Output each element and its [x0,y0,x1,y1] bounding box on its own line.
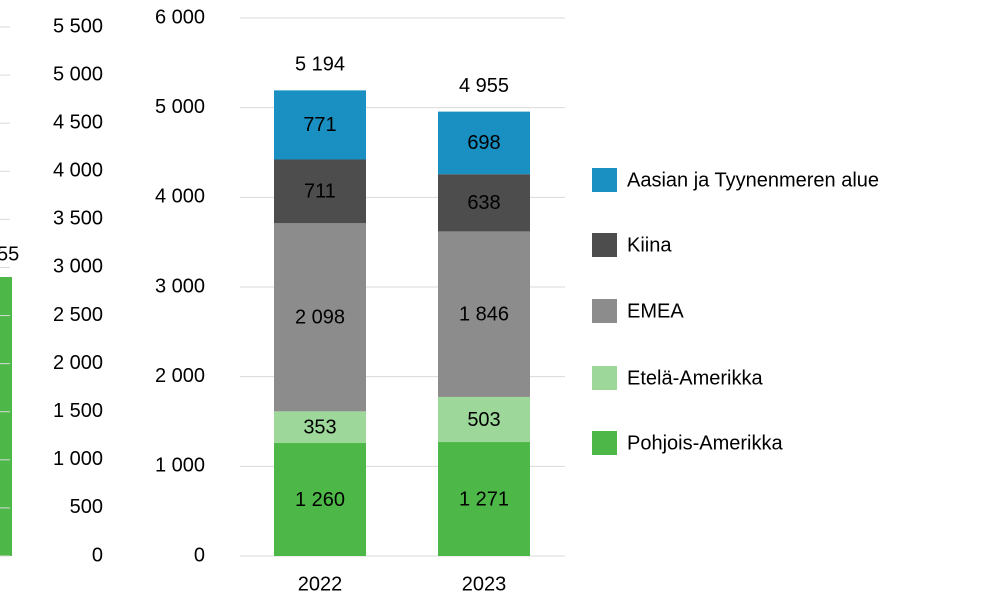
data-label: 1 260 [295,489,345,511]
y-tick-label: 3 000 [53,256,103,278]
y-tick-label: 4 500 [53,111,103,133]
x-tick-label: 2022 [298,573,343,595]
data-label: 2 098 [295,307,345,329]
bar-segment [274,159,366,224]
total-label: 5 194 [295,54,345,76]
bar-segment [438,396,530,443]
bar-segment [274,223,366,412]
bar-segment [274,411,366,444]
y-tick-label: 5 000 [155,96,205,118]
bar-segment [274,443,366,556]
y-tick-label: 0 [92,544,103,566]
bar-segment [274,90,366,160]
y-tick-label: 2 500 [53,304,103,326]
y-tick-label: 5 500 [53,15,103,37]
y-tick-label: 3 000 [155,275,205,297]
y-tick-label: 5 000 [53,63,103,85]
y-tick-label: 1 000 [155,455,205,477]
cropped-bar-edge [0,277,12,556]
legend-swatch [592,431,617,455]
data-label: 711 [304,181,336,203]
legend-label: Etelä-Amerikka [627,367,763,389]
legend-label: Aasian ja Tyynenmeren alue [627,169,879,191]
y-tick-label: 2 000 [53,352,103,374]
data-label: 1 271 [459,488,509,510]
data-label: 1 846 [459,303,509,325]
data-label: 503 [467,409,500,431]
legend-swatch [592,168,617,192]
data-label: 638 [467,192,500,214]
bar-segment [438,174,530,232]
y-tick-label: 4 000 [53,160,103,182]
bar-segment [438,442,530,556]
y-tick-label: 3 500 [53,208,103,230]
y-tick-label: 1 000 [53,448,103,470]
y-tick-label: 4 000 [155,186,205,208]
legend-label: EMEA [627,300,684,322]
data-label: 698 [467,132,500,154]
y-tick-label: 0 [194,544,205,566]
legend-label: Kiina [627,234,672,256]
y-tick-label: 500 [70,496,103,518]
x-tick-label: 2023 [462,573,507,595]
legend-swatch [592,366,617,390]
bar-segment [438,231,530,397]
total-label: 4 955 [459,75,509,97]
cropped-label: 55 [0,243,19,265]
y-tick-label: 1 500 [53,400,103,422]
legend-swatch [592,299,617,323]
y-tick-label: 2 000 [155,365,205,387]
legend-label: Pohjois-Amerikka [627,432,783,454]
data-label: 353 [303,416,336,438]
data-label: 771 [303,114,336,136]
legend-swatch [592,233,617,257]
bar-segment [438,111,530,175]
y-tick-label: 6 000 [155,6,205,28]
